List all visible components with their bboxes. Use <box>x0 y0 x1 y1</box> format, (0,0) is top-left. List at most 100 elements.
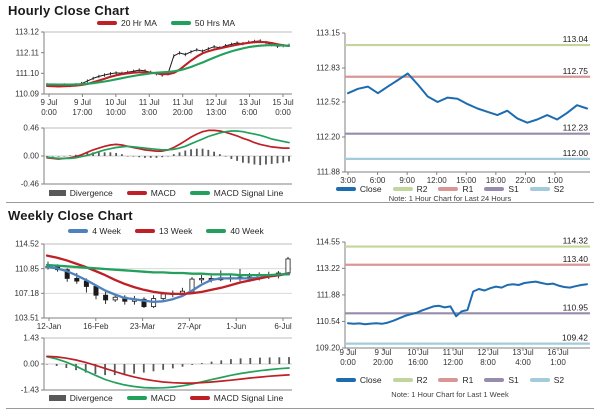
legend-item: 20 Hr MA <box>96 18 157 28</box>
svg-text:0:00: 0:00 <box>340 358 356 367</box>
svg-text:113.04: 113.04 <box>563 34 589 44</box>
legend-swatch-s1 <box>484 187 505 191</box>
hourly-macd-chart: 0.46 0.00 -0.46 <box>21 124 292 189</box>
legend-item: 50 Hrs MA <box>170 18 236 28</box>
legend-item: Close <box>335 375 382 385</box>
legend-label: R1 <box>462 375 474 385</box>
svg-text:110.54: 110.54 <box>316 317 340 326</box>
legend-label: 20 Hr MA <box>120 18 157 28</box>
svg-text:1:00: 1:00 <box>550 358 566 367</box>
legend-label: S1 <box>508 375 519 385</box>
weekly-ma-legend: 4 Week 13 Week 40 Week <box>40 225 292 237</box>
svg-text:22:00: 22:00 <box>515 176 536 185</box>
svg-text:103.51: 103.51 <box>15 314 40 323</box>
svg-text:112.75: 112.75 <box>563 66 589 76</box>
legend-label: R2 <box>416 184 428 194</box>
svg-text:9 Jul: 9 Jul <box>74 98 91 107</box>
svg-text:112.00: 112.00 <box>563 148 589 158</box>
svg-text:112.83: 112.83 <box>316 64 340 73</box>
svg-text:18:00: 18:00 <box>486 176 507 185</box>
svg-text:4:00: 4:00 <box>515 358 531 367</box>
svg-text:10:00: 10:00 <box>106 108 127 117</box>
legend-label: R2 <box>416 375 428 385</box>
svg-text:0:00: 0:00 <box>275 108 291 117</box>
svg-text:11 Jul: 11 Jul <box>139 98 160 107</box>
legend-item: Close <box>335 184 382 194</box>
svg-text:0.00: 0.00 <box>23 152 39 161</box>
legend-item: 40 Week <box>206 226 264 236</box>
legend-item: MACD <box>126 393 176 403</box>
legend-label: Divergence <box>69 188 113 198</box>
svg-text:13:00: 13:00 <box>206 108 227 117</box>
svg-text:8:00: 8:00 <box>480 358 496 367</box>
svg-text:10 Jul: 10 Jul <box>407 348 429 357</box>
legend-swatch-r2 <box>392 187 413 191</box>
svg-text:6:00: 6:00 <box>242 108 258 117</box>
legend-swatch-50-hrs-ma <box>170 21 191 25</box>
svg-text:113.40: 113.40 <box>563 254 589 264</box>
legend-label: 4 Week <box>92 226 121 236</box>
legend-label: S2 <box>553 184 565 194</box>
legend-item: S2 <box>529 375 564 385</box>
svg-text:16 Jul: 16 Jul <box>547 348 569 357</box>
legend-label: MACD <box>150 188 176 198</box>
svg-text:17:00: 17:00 <box>72 108 93 117</box>
svg-text:0.00: 0.00 <box>23 360 39 369</box>
pivot-24h-legend: Close R2 R1 S1 S2 <box>310 183 590 195</box>
svg-text:3:00: 3:00 <box>141 108 157 117</box>
legend-label: Divergence <box>69 393 113 403</box>
legend-swatch-close <box>335 187 356 191</box>
svg-text:12-Jan: 12-Jan <box>37 322 61 331</box>
svg-text:6:00: 6:00 <box>370 176 386 185</box>
legend-item: R1 <box>438 375 473 385</box>
legend-item: R2 <box>392 375 428 385</box>
legend-swatch-macd-signal-line <box>189 396 210 400</box>
legend-swatch-divergence <box>48 395 66 401</box>
legend-label: MACD <box>150 393 176 403</box>
legend-item: S1 <box>484 375 519 385</box>
section-divider-bottom <box>6 408 594 409</box>
svg-text:27-Apr: 27-Apr <box>177 322 201 331</box>
legend-item: MACD Signal Line <box>189 188 284 198</box>
legend-swatch-r1 <box>438 187 459 191</box>
pivot-24h-chart: 113.15 112.83 112.52 112.20 111.883:00 6:00 9:… <box>316 29 590 185</box>
legend-label: MACD Signal Line <box>213 188 284 198</box>
svg-text:1:00: 1:00 <box>547 176 563 185</box>
svg-text:11 Jul: 11 Jul <box>443 348 464 357</box>
svg-text:0.46: 0.46 <box>23 124 39 133</box>
legend-label: Close <box>359 184 382 194</box>
legend-swatch-r1 <box>438 378 459 382</box>
svg-text:9 Jul: 9 Jul <box>375 348 392 357</box>
svg-text:12:00: 12:00 <box>443 358 464 367</box>
svg-text:13 Jul: 13 Jul <box>512 348 534 357</box>
hourly-ma-legend: 20 Hr MA 50 Hrs MA <box>40 17 292 29</box>
svg-text:1-Jun: 1-Jun <box>226 322 246 331</box>
svg-text:10 Jul: 10 Jul <box>105 98 127 107</box>
svg-text:23-Mar: 23-Mar <box>130 322 156 331</box>
svg-text:9 Jul: 9 Jul <box>340 348 357 357</box>
svg-text:6-Jul: 6-Jul <box>274 322 292 331</box>
legend-swatch-s2 <box>529 378 550 382</box>
svg-text:1.43: 1.43 <box>23 334 39 343</box>
legend-swatch-macd <box>126 191 147 195</box>
svg-text:111.10: 111.10 <box>16 69 40 78</box>
svg-text:15:00: 15:00 <box>456 176 477 185</box>
svg-text:-0.46: -0.46 <box>21 180 40 189</box>
svg-text:12 Jul: 12 Jul <box>205 98 227 107</box>
svg-text:107.18: 107.18 <box>15 289 40 298</box>
svg-text:20:00: 20:00 <box>173 108 194 117</box>
svg-text:111.88: 111.88 <box>317 168 341 177</box>
weekly-macd-legend: Divergence MACD MACD Signal Line <box>40 392 292 404</box>
svg-text:16:00: 16:00 <box>408 358 429 367</box>
legend-swatch-close <box>335 378 356 382</box>
svg-text:109.20: 109.20 <box>316 344 341 353</box>
legend-swatch-divergence <box>48 190 66 196</box>
weekly-chart-title: Weekly Close Chart <box>8 208 133 223</box>
pivot-24h-note: Note: 1 Hour Chart for Last 24 Hours <box>388 194 512 203</box>
legend-label: 40 Week <box>230 226 264 236</box>
legend-label: 50 Hrs MA <box>194 18 236 28</box>
legend-swatch-20-hr-ma <box>96 21 117 25</box>
legend-label: S1 <box>508 184 519 194</box>
